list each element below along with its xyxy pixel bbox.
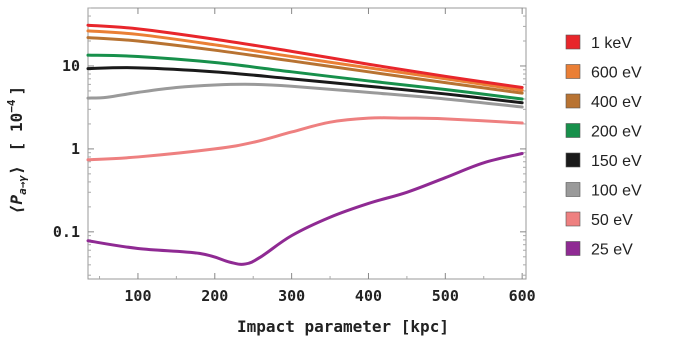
y-axis-unit-open: [ 10 — [7, 113, 26, 152]
series-line-100-ev — [86, 82, 524, 109]
x-axis-title: Impact parameter [kpc] — [237, 317, 449, 336]
legend-item-400-ev: 400 eV — [565, 93, 642, 111]
series-line-150-ev — [86, 66, 524, 105]
legend-label: 200 eV — [591, 124, 642, 141]
legend-item-200-ev: 200 eV — [565, 123, 642, 141]
y-tick-label: 10 — [62, 57, 80, 75]
y-tick-labels: 0.1 1 10 — [53, 57, 80, 241]
legend-swatch — [565, 93, 581, 109]
series-line-200-ev — [86, 53, 524, 101]
legend-label: 1 keV — [591, 35, 632, 52]
y-axis-unit-close: ] — [7, 86, 26, 96]
legend-swatch — [565, 241, 581, 256]
legend-swatch — [565, 211, 581, 227]
x-tick-label: 600 — [509, 287, 536, 305]
y-axis-title: ⟨Pa→γ⟩ [ 10−4] — [5, 86, 29, 214]
y-axis-unit-exp: −4 — [5, 99, 18, 113]
legend-swatch — [565, 64, 581, 79]
plot-frame — [87, 7, 527, 280]
legend-item-100-ev: 100 eV — [565, 182, 642, 200]
legend-label: 50 eV — [591, 212, 633, 229]
series-line-25-ev — [86, 152, 524, 266]
series-line-1-kev — [86, 23, 524, 89]
legend-swatch — [565, 123, 581, 138]
legend-label: 600 eV — [591, 65, 642, 82]
y-axis-title-close: ⟩ — [7, 165, 26, 175]
y-tick-label: 0.1 — [53, 223, 80, 241]
legend-item-150-ev: 150 eV — [565, 152, 642, 170]
legend: 1 keV 600 eV 400 eV 200 eV 150 eV 100 eV 50 eV… — [565, 34, 642, 259]
x-tick-label: 300 — [278, 287, 305, 305]
series-line-600-ev — [86, 29, 524, 92]
y-tick-label: 1 — [71, 140, 80, 158]
legend-swatch — [565, 182, 581, 197]
legend-swatch — [565, 34, 581, 50]
svg-text:⟨Pa→γ⟩[ 10−4]: ⟨Pa→γ⟩ [ 10−4] — [5, 86, 29, 214]
y-axis-title-sub: a→γ — [16, 175, 29, 195]
x-tick-labels: 100 200 300 400 500 600 — [124, 287, 535, 305]
x-tick-label: 500 — [432, 287, 459, 305]
x-tick-label: 200 — [201, 287, 228, 305]
legend-item-600-ev: 600 eV — [565, 64, 642, 82]
series-line-400-ev — [86, 36, 524, 95]
legend-item-50-ev: 50 eV — [565, 211, 633, 229]
legend-label: 100 eV — [591, 183, 642, 200]
legend-item-1-kev: 1 keV — [565, 34, 632, 52]
y-axis-title-main: ⟨P — [7, 194, 26, 214]
series-line-50-ev — [86, 116, 524, 162]
legend-label: 150 eV — [591, 153, 642, 170]
series-group — [86, 23, 524, 266]
legend-label: 400 eV — [591, 94, 642, 111]
x-tick-label: 100 — [124, 287, 151, 305]
legend-swatch — [565, 152, 581, 168]
x-tick-label: 400 — [355, 287, 382, 305]
legend-label: 25 eV — [591, 242, 633, 259]
legend-item-25-ev: 25 eV — [565, 241, 633, 259]
ticks-group — [88, 7, 526, 279]
